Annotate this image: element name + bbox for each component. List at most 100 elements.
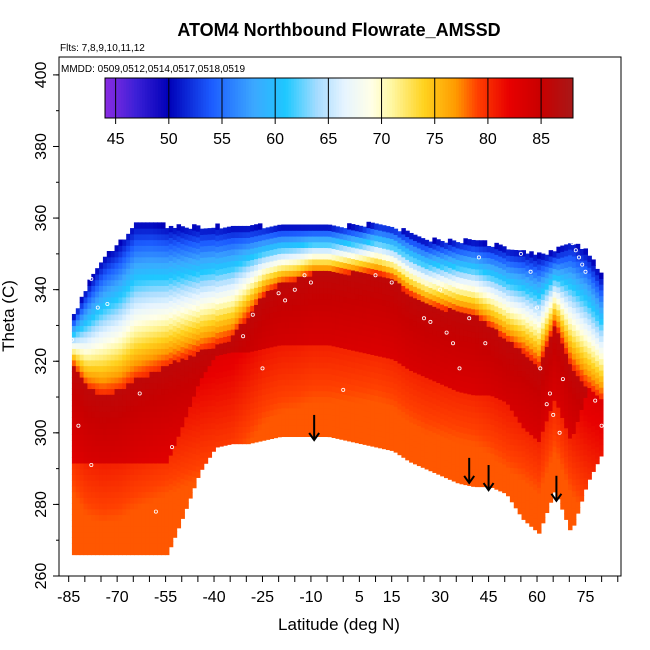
heatmap-cell-2262	[250, 282, 255, 289]
heatmap-cell-4678	[490, 355, 495, 362]
heatmap-cell-2008	[226, 432, 232, 440]
heatmap-cell-973	[141, 273, 147, 281]
heatmap-cell-118	[79, 359, 85, 367]
heatmap-cell-2023	[226, 346, 232, 354]
heatmap-cell-2297	[254, 298, 259, 306]
heatmap-cell-2931	[319, 276, 325, 283]
heatmap-cell-1173	[157, 457, 162, 464]
heatmap-cell-3057	[335, 403, 340, 411]
heatmap-cell-3537	[381, 282, 387, 289]
heatmap-cell-3319	[362, 415, 368, 422]
heatmap-cell-4699	[494, 477, 499, 484]
heatmap-cell-3389	[366, 233, 371, 240]
heatmap-cell-4582	[482, 417, 488, 425]
heatmap-cell-2186	[242, 283, 247, 290]
heatmap-cell-1992	[223, 307, 228, 315]
heatmap-cell-2378	[261, 268, 267, 275]
heatmap-cell-4439	[467, 250, 472, 257]
heatmap-cell-2581	[285, 373, 290, 380]
heatmap-cell-1266	[161, 256, 166, 264]
heatmap-cell-1596	[188, 475, 193, 482]
heatmap-cell-3550	[385, 432, 391, 439]
heatmap-cell-1792	[203, 342, 209, 350]
heatmap-cell-2278	[254, 407, 259, 414]
heatmap-cell-1770	[199, 234, 205, 241]
heatmap-cell-4298	[455, 328, 461, 335]
heatmap-cell-31	[71, 371, 77, 378]
heatmap-cell-4296	[455, 339, 461, 346]
heatmap-cell-3877	[416, 385, 422, 392]
heatmap-cell-657	[122, 457, 127, 464]
heatmap-cell-4932	[513, 398, 519, 406]
heatmap-cell-99	[79, 468, 85, 475]
heatmap-cell-1184	[157, 394, 162, 401]
heatmap-cell-395	[102, 428, 108, 435]
heatmap-cell-3271	[354, 253, 360, 260]
heatmap-cell-4073	[436, 422, 441, 429]
heatmap-cell-759	[130, 508, 135, 516]
heatmap-cell-4601	[482, 308, 488, 316]
heatmap-cell-617	[118, 371, 123, 378]
heatmap-cell-4354	[459, 248, 464, 256]
heatmap-cell-280	[95, 508, 100, 516]
heatmap-cell-3861	[413, 246, 418, 253]
heatmap-cell-4011	[428, 310, 433, 317]
heatmap-cell-539	[114, 508, 120, 516]
heatmap-cell-1767	[199, 251, 205, 258]
heatmap-cell-2365	[261, 342, 267, 350]
heatmap-cell-129	[79, 296, 85, 304]
heatmap-cell-3630	[393, 423, 399, 430]
heatmap-cell-2046	[230, 432, 236, 439]
heatmap-cell-4781	[498, 256, 503, 263]
heatmap-cell-377	[102, 531, 108, 538]
heatmap-cell-1787	[203, 371, 209, 378]
heatmap-cell-775	[130, 417, 135, 424]
heatmap-cell-843	[133, 354, 139, 361]
heatmap-cell-213	[87, 336, 92, 344]
heatmap-cell-12	[71, 480, 77, 487]
heatmap-cell-2507	[277, 373, 282, 381]
heatmap-cell-4602	[482, 303, 488, 310]
heatmap-cell-2447	[269, 295, 275, 302]
heatmap-cell-1036	[145, 245, 151, 252]
heatmap-cell-1333	[168, 523, 174, 531]
heatmap-cell-3741	[401, 239, 406, 246]
heatmap-cell-1634	[188, 257, 193, 264]
heatmap-cell-1197	[157, 319, 162, 327]
heatmap-cell-3530	[381, 322, 387, 329]
heatmap-cell-3955	[424, 400, 430, 407]
heatmap-cell-115	[79, 376, 85, 384]
heatmap-cell-648	[122, 508, 127, 516]
heatmap-cell-3053	[335, 426, 340, 434]
heatmap-cell-1265	[161, 262, 166, 269]
heatmap-cell-3501	[378, 264, 383, 271]
heatmap-cell-4797	[502, 412, 507, 419]
heatmap-cell-3155	[343, 268, 348, 275]
heatmap-cell-2285	[254, 367, 259, 374]
heatmap-cell-249	[91, 405, 96, 412]
heatmap-cell-2400	[265, 353, 271, 360]
heatmap-cell-4248	[451, 372, 457, 379]
heatmap-cell-2710	[296, 270, 302, 277]
heatmap-cell-293	[95, 434, 100, 441]
heatmap-cell-725	[126, 382, 131, 390]
heatmap-cell-839	[133, 376, 139, 384]
heatmap-cell-376	[102, 537, 108, 544]
heatmap-cell-749	[126, 245, 131, 252]
heatmap-cell-2141	[238, 323, 244, 330]
heatmap-cell-332	[99, 497, 104, 504]
heatmap-cell-496	[110, 451, 116, 458]
heatmap-cell-892	[137, 405, 143, 412]
heatmap-cell-707	[126, 485, 131, 493]
heatmap-cell-20	[71, 434, 77, 441]
heatmap-cell-58	[75, 457, 81, 464]
heatmap-cell-4224	[447, 267, 453, 274]
heatmap-cell-1691	[195, 442, 201, 450]
heatmap-cell-3372	[366, 330, 371, 337]
heatmap-cell-4707	[494, 431, 499, 439]
heatmap-cell-685	[122, 296, 127, 304]
heatmap-cell-4824	[502, 257, 507, 265]
heatmap-cell-3006	[327, 270, 333, 277]
heatmap-cell-3523	[381, 362, 387, 369]
heatmap-cell-823	[133, 468, 139, 475]
